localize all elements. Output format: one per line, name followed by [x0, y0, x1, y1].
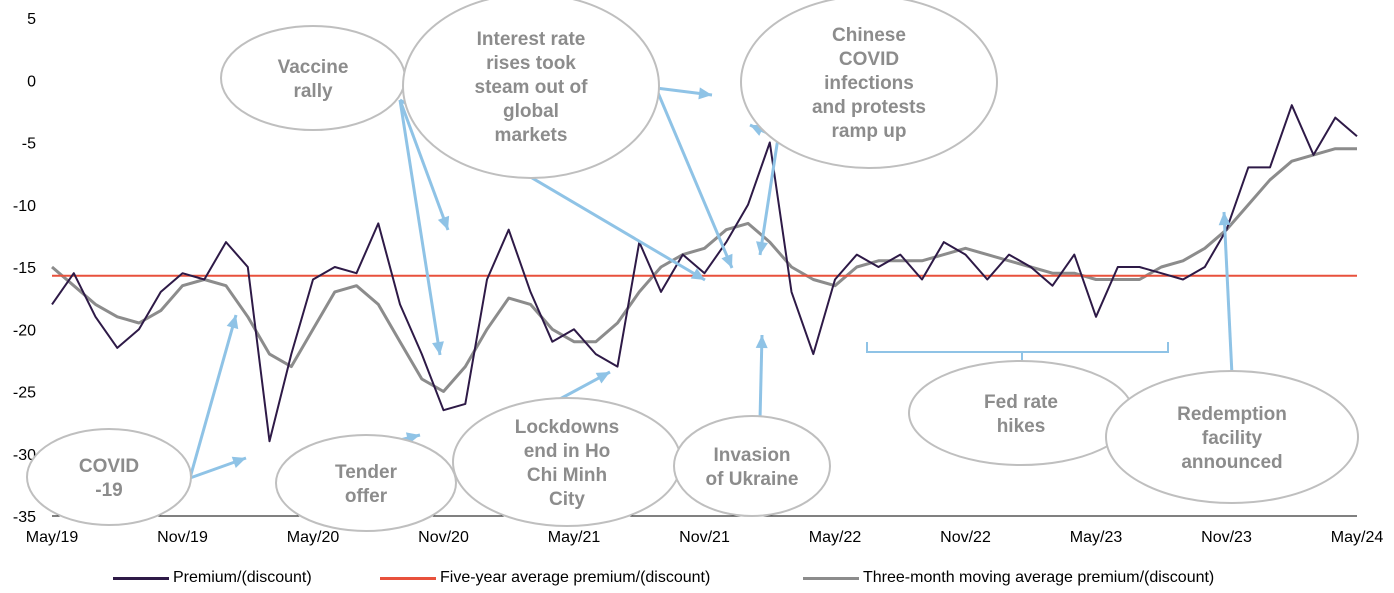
annotation-text: Vaccine: [278, 57, 349, 78]
annotation-text: City: [549, 489, 585, 510]
legend-swatch-premium: [113, 577, 169, 580]
x-tick-label: May/20: [287, 529, 340, 546]
x-axis-ticks: May/19 Nov/19 May/20 Nov/20 May/21 Nov/21 May/…: [26, 529, 1384, 546]
annotation-text: end in Ho: [524, 441, 611, 462]
annotation-chinese-covid: Chinese COVID infections and protests ramp u…: [741, 0, 997, 168]
annotation-text: hikes: [997, 416, 1046, 437]
x-tick-label: Nov/19: [157, 529, 208, 546]
annotation-text: COVID: [79, 456, 139, 477]
annotation-arrow-head: [438, 216, 449, 230]
x-tick-label: May/19: [26, 529, 79, 546]
annotation-text: global: [503, 101, 559, 122]
legend-item-premium: Premium/(discount): [113, 569, 312, 587]
annotation-text: Fed rate: [984, 392, 1058, 413]
x-tick-label: Nov/20: [418, 529, 469, 546]
annotation-vaccine-rally: Vaccine rally: [221, 26, 405, 130]
annotation-arrow-line: [1224, 212, 1232, 375]
annotation-redemption-facility: Redemption facility announced: [1106, 371, 1358, 503]
fed-rate-hikes-bracket: [867, 342, 1168, 362]
annotation-text: offer: [345, 486, 388, 507]
annotation-arrow-head: [756, 241, 768, 255]
annotation-bubble: [276, 435, 456, 531]
legend-label-premium: Premium/(discount): [173, 569, 312, 587]
y-tick-label: -10: [13, 198, 36, 215]
annotation-tender-offer: Tender offer: [276, 435, 456, 531]
x-tick-label: Nov/21: [679, 529, 730, 546]
legend-label-moving-average: Three-month moving average premium/(disc…: [863, 569, 1214, 587]
annotation-text: Lockdowns: [515, 417, 620, 438]
annotation-text: Chi Minh: [527, 465, 607, 486]
annotation-text: announced: [1181, 452, 1282, 473]
x-tick-label: Nov/23: [1201, 529, 1252, 546]
annotation-text: Redemption: [1177, 404, 1287, 425]
annotation-bubble: [221, 26, 405, 130]
annotation-text: of Ukraine: [706, 469, 799, 490]
y-axis-ticks: 5 0 -5 -10 -15 -20 -25 -30 -35: [13, 11, 36, 526]
annotation-text: Interest rate: [477, 29, 586, 50]
annotation-text: ramp up: [832, 121, 907, 142]
annotation-text: Tender: [335, 462, 398, 483]
chart: 5 0 -5 -10 -15 -20 -25 -30 -35 May/19 Nov/19 May/2…: [0, 0, 1394, 560]
y-tick-label: -35: [13, 509, 36, 526]
x-tick-label: May/24: [1331, 529, 1384, 546]
annotation-text: markets: [495, 125, 568, 146]
annotation-arrow-head: [432, 341, 444, 355]
y-tick-label: -20: [13, 322, 36, 339]
annotation-lockdowns-end: Lockdowns end in Ho Chi Minh City: [453, 398, 681, 526]
annotation-text: infections: [824, 73, 914, 94]
x-tick-label: Nov/22: [940, 529, 991, 546]
annotation-invasion-of-ukraine: Invasion of Ukraine: [674, 416, 830, 516]
y-tick-label: -15: [13, 260, 36, 277]
annotation-fed-rate-hikes: Fed rate hikes: [909, 361, 1133, 465]
y-tick-label: -25: [13, 385, 36, 402]
annotation-text: facility: [1202, 428, 1263, 449]
annotation-text: COVID: [839, 49, 899, 70]
legend-swatch-moving-average: [803, 577, 859, 580]
y-tick-label: -5: [22, 136, 36, 153]
y-tick-label: 0: [27, 73, 36, 90]
annotation-text: rally: [293, 81, 333, 102]
x-tick-label: May/23: [1070, 529, 1123, 546]
annotation-text: Invasion: [713, 445, 790, 466]
legend-label-average: Five-year average premium/(discount): [440, 569, 710, 587]
annotation-bubble: [27, 429, 191, 525]
annotation-arrow-line: [656, 88, 732, 268]
y-tick-label: 5: [27, 11, 36, 28]
annotation-bubble: [909, 361, 1133, 465]
x-tick-label: May/21: [548, 529, 601, 546]
x-tick-label: May/22: [809, 529, 862, 546]
annotation-text: rises took: [486, 53, 576, 74]
annotation-arrow-head: [232, 457, 246, 468]
annotation-arrow-line: [760, 138, 778, 255]
annotation-covid-19: COVID -19: [27, 429, 191, 525]
annotation-arrow-head: [756, 335, 768, 348]
legend: Premium/(discount) Five-year average pre…: [0, 566, 1394, 590]
annotation-text: and protests: [812, 97, 926, 118]
annotation-text: Chinese: [832, 25, 906, 46]
legend-swatch-average: [380, 577, 436, 580]
legend-item-moving-average: Three-month moving average premium/(disc…: [803, 569, 1214, 587]
annotation-text: steam out of: [475, 77, 589, 98]
legend-item-average: Five-year average premium/(discount): [380, 569, 710, 587]
annotation-arrow-line: [190, 315, 236, 478]
annotation-interest-rate-rises: Interest rate rises took steam out of globa…: [403, 0, 659, 178]
annotation-bubbles: Vaccine rally Interest rate rises took steam…: [27, 0, 1358, 531]
annotation-arrow-head: [1219, 212, 1231, 225]
annotation-bubble: [674, 416, 830, 516]
annotation-text: -19: [95, 480, 122, 501]
